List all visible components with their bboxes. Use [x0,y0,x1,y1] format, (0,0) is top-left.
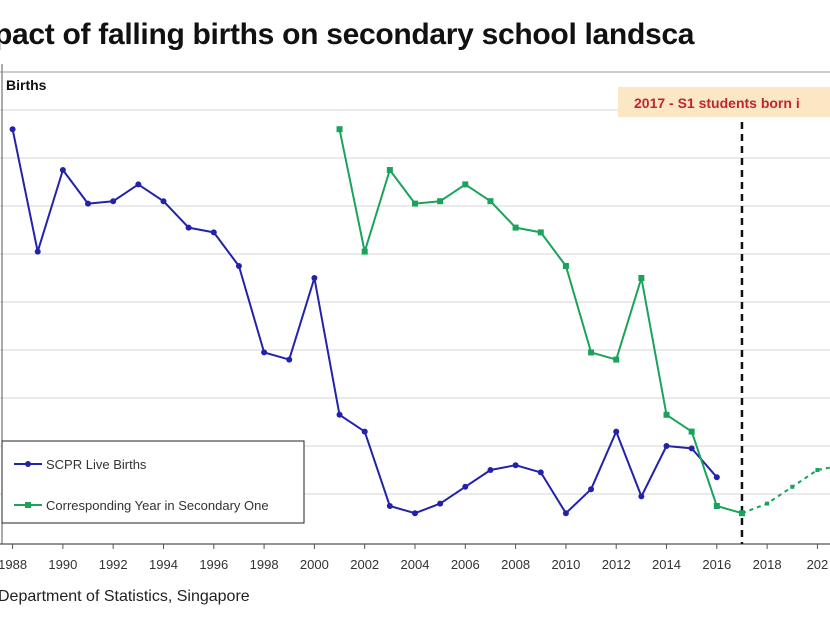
data-point-secondary-one [613,356,620,363]
data-point-births [336,411,343,418]
series-lines [9,126,830,517]
data-point-secondary-one [412,200,418,207]
data-point-secondary-one [462,181,469,188]
x-tick-label: 1988 [0,557,27,572]
data-point-secondary-one [713,503,720,509]
gridlines [0,109,830,495]
data-point-births [9,126,16,133]
data-point-births [487,467,494,473]
data-point-births [588,486,595,493]
data-point-births [59,167,66,173]
x-tick-label: 2010 [551,557,580,572]
data-point-secondary-one [361,248,368,255]
x-tick-label: 2014 [652,557,681,572]
x-tick-label: 1992 [99,557,128,572]
x-tick-label: 1998 [250,557,279,572]
data-point-secondary-one [638,275,645,281]
data-point-births [462,483,469,490]
annotation-box: 2017 - S1 students born i [618,87,830,117]
data-point-births [34,248,41,255]
legend-label-births: SCPR Live Births [46,457,147,472]
data-point-secondary-one [437,198,444,205]
data-point-births [235,263,242,269]
data-point-secondary-one [663,411,670,418]
data-point-projected [790,484,795,489]
data-point-births [210,229,217,236]
data-point-births [663,443,670,449]
data-point-births [688,445,695,452]
data-point-secondary-one [588,349,595,356]
data-point-births [638,493,645,500]
x-tick-label: 2004 [401,557,430,572]
legend-marker-births [25,461,31,467]
data-point-projected [739,511,744,516]
data-point-births [261,349,268,356]
legend: SCPR Live Births Corresponding Year in S… [1,440,305,524]
legend-label-secondary-one: Corresponding Year in Secondary One [46,498,269,513]
x-tick-labels: 1988 1990 1992 1994 1996 1998 2000 2002 2004 2006… [0,544,828,572]
x-tick-label: 1994 [149,557,178,572]
data-point-births [135,181,142,188]
data-point-births [361,428,368,435]
x-tick-label: 2008 [501,557,530,572]
data-point-births [311,275,318,281]
data-point-births [412,510,418,517]
x-tick-label: 202 [807,557,829,572]
x-tick-label: 2018 [753,557,782,572]
annotation-text: 2017 - S1 students born i [634,95,800,111]
data-point-births [185,224,192,231]
data-point-births [562,510,569,517]
data-point-births [512,462,519,469]
data-point-secondary-one [688,428,695,435]
x-tick-label: 2006 [451,557,480,572]
x-tick-label: 1990 [48,557,77,572]
data-point-secondary-one [336,126,343,133]
data-point-secondary-one [512,224,519,231]
data-point-births [537,469,544,476]
data-point-births [386,503,393,509]
data-point-births [110,198,117,205]
data-point-births [437,500,444,507]
x-tick-label: 2002 [350,557,379,572]
series-line-secondary-one [338,128,743,515]
series-line-projected [741,466,830,515]
data-point-projected [765,501,770,506]
data-point-births [85,200,92,207]
x-tick-label: 2012 [602,557,631,572]
data-point-births [286,356,293,363]
legend-marker-secondary-one [25,502,31,508]
data-point-secondary-one [537,229,544,236]
data-point-secondary-one [487,198,494,205]
data-point-secondary-one [386,167,393,173]
y-axis-label: Births [6,77,47,93]
data-point-secondary-one [562,263,569,269]
x-tick-label: 1996 [199,557,228,572]
data-point-births [713,474,720,481]
chart-title: pact of falling births on secondary scho… [0,18,695,51]
data-point-births [613,428,620,435]
data-point-projected [815,468,820,472]
x-tick-label: 2000 [300,557,329,572]
x-tick-label: 2016 [702,557,731,572]
data-point-births [160,198,167,205]
source-note: Department of Statistics, Singapore [0,588,250,605]
